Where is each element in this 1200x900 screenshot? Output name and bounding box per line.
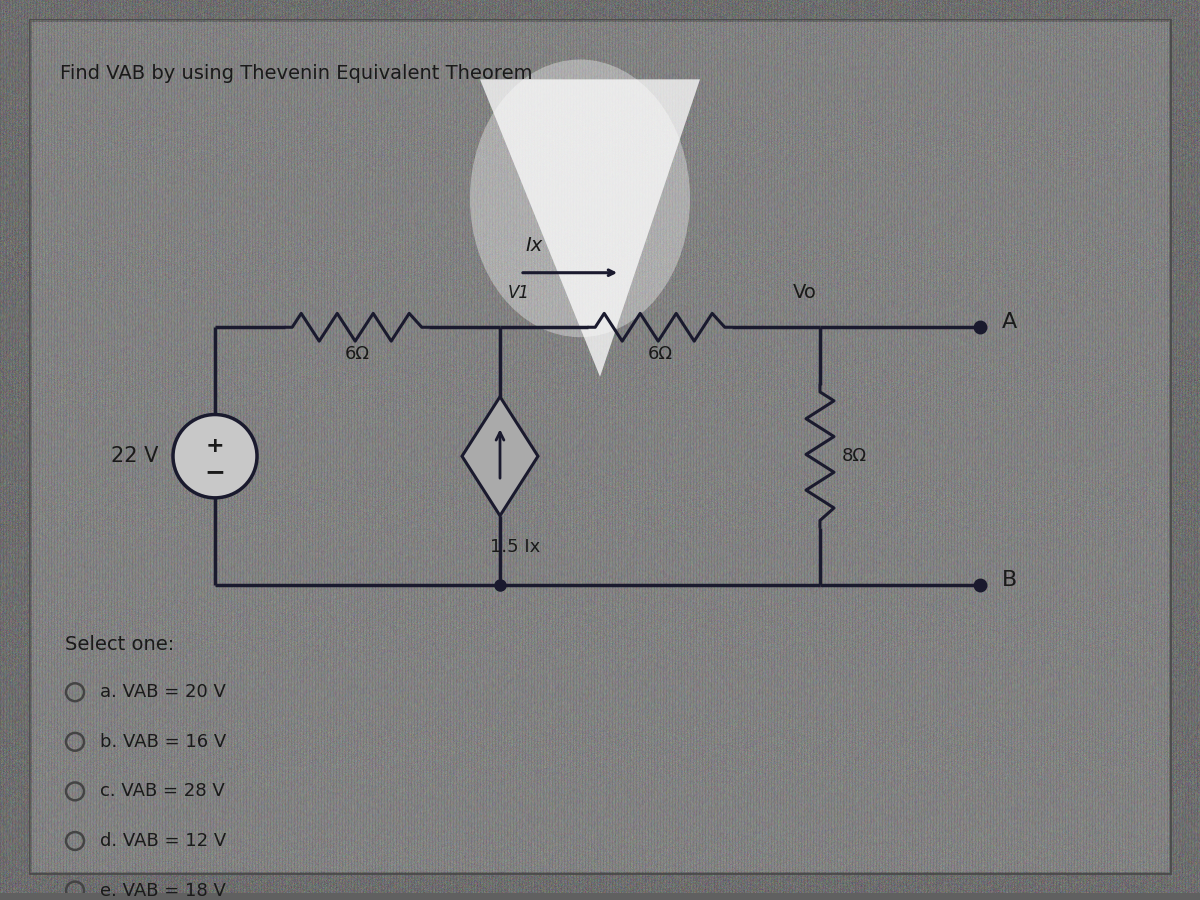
Text: 22 V: 22 V — [112, 446, 158, 466]
Text: Vo: Vo — [793, 284, 817, 302]
Text: V1: V1 — [508, 284, 530, 302]
Text: A: A — [1002, 312, 1018, 332]
Text: Ix: Ix — [526, 236, 542, 255]
Text: B: B — [1002, 571, 1018, 590]
Circle shape — [173, 415, 257, 498]
Text: −: − — [204, 460, 226, 484]
Text: a. VAB = 20 V: a. VAB = 20 V — [100, 683, 226, 701]
Polygon shape — [462, 397, 538, 516]
Text: c. VAB = 28 V: c. VAB = 28 V — [100, 782, 224, 800]
Text: 6Ω: 6Ω — [648, 345, 672, 363]
Ellipse shape — [470, 59, 690, 338]
Text: d. VAB = 12 V: d. VAB = 12 V — [100, 832, 227, 850]
Text: 8Ω: 8Ω — [842, 447, 866, 465]
Polygon shape — [480, 79, 700, 377]
Text: Find VAB by using Thevenin Equivalent Theorem: Find VAB by using Thevenin Equivalent Th… — [60, 65, 533, 84]
Text: Select one:: Select one: — [65, 634, 174, 653]
Text: +: + — [205, 436, 224, 456]
Text: 6Ω: 6Ω — [344, 345, 370, 363]
Text: 1.5 Ix: 1.5 Ix — [490, 537, 540, 555]
FancyBboxPatch shape — [30, 20, 1170, 873]
Text: e. VAB = 18 V: e. VAB = 18 V — [100, 882, 226, 900]
Text: b. VAB = 16 V: b. VAB = 16 V — [100, 733, 227, 751]
